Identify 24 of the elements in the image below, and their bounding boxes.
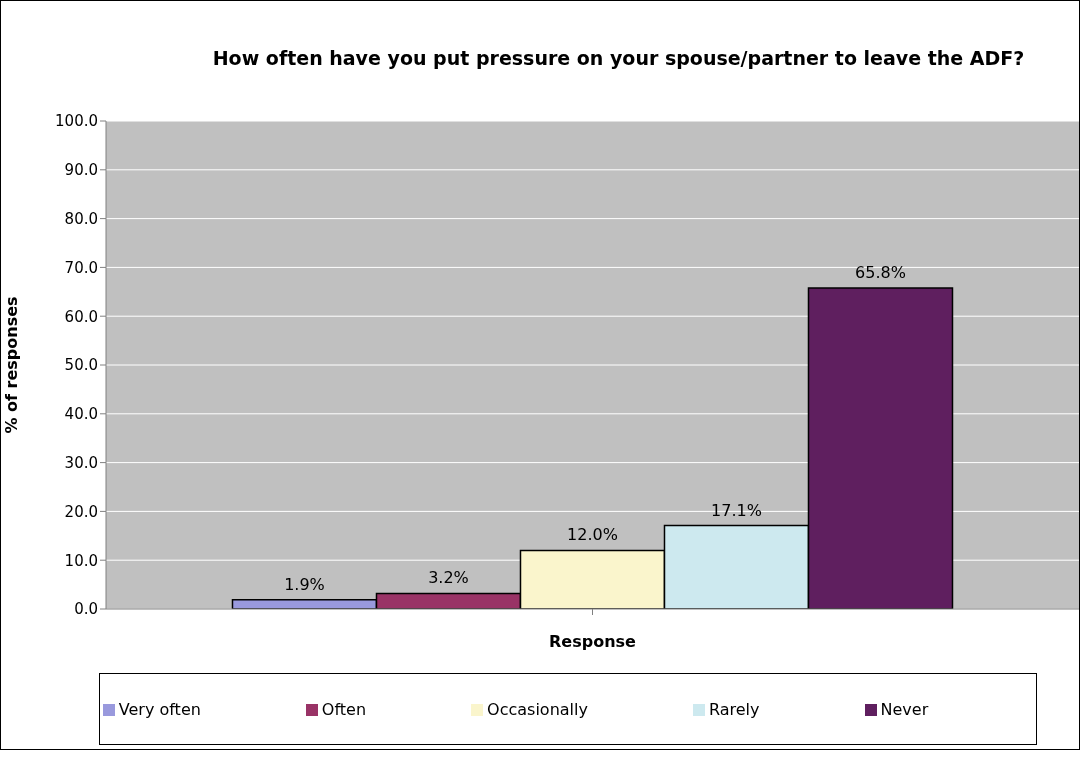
x-axis-title: Response bbox=[549, 632, 637, 651]
y-tick-label: 50.0 bbox=[64, 356, 98, 375]
legend-label: Often bbox=[321, 699, 367, 719]
y-tick-label: 70.0 bbox=[64, 258, 98, 277]
data-label: 65.8% bbox=[855, 262, 906, 282]
y-tick-label: 90.0 bbox=[64, 161, 98, 180]
legend-label: Very often bbox=[118, 699, 201, 719]
data-label: 1.9% bbox=[284, 574, 325, 594]
y-tick-label: 20.0 bbox=[64, 502, 98, 521]
y-tick-label: 30.0 bbox=[64, 453, 98, 472]
legend-label: Occasionally bbox=[487, 699, 588, 719]
legend-label: Never bbox=[880, 699, 929, 719]
chart-title: How often have you put pressure on your spouse/partner to leave the ADF? bbox=[211, 46, 1026, 71]
y-tick-label: 0.0 bbox=[74, 600, 98, 619]
y-tick-label: 10.0 bbox=[64, 551, 98, 570]
y-tick-label: 100.0 bbox=[55, 112, 98, 131]
data-label: 3.2% bbox=[428, 568, 469, 588]
data-label: 12.0% bbox=[567, 525, 618, 545]
y-tick-label: 80.0 bbox=[64, 209, 98, 228]
y-tick-label: 40.0 bbox=[64, 405, 98, 424]
y-tick-label: 60.0 bbox=[64, 307, 98, 326]
y-axis-title: % of responses bbox=[1, 296, 21, 434]
legend-label: Rarely bbox=[708, 699, 760, 719]
data-label: 17.1% bbox=[711, 500, 762, 520]
